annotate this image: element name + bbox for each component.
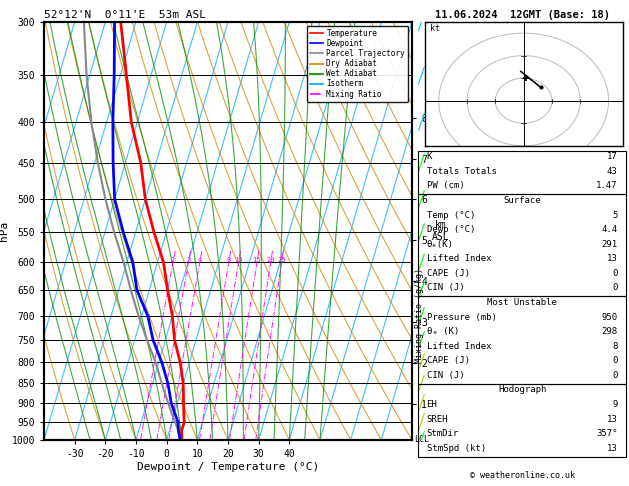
Text: 13: 13 bbox=[607, 415, 618, 424]
Text: Hodograph: Hodograph bbox=[498, 385, 546, 395]
Text: 1.47: 1.47 bbox=[596, 181, 618, 191]
Text: 4.4: 4.4 bbox=[601, 225, 618, 234]
Text: 4: 4 bbox=[198, 257, 202, 263]
Text: 15: 15 bbox=[253, 257, 261, 263]
Text: 357°: 357° bbox=[596, 429, 618, 438]
Text: 17: 17 bbox=[607, 152, 618, 161]
Text: CAPE (J): CAPE (J) bbox=[426, 356, 470, 365]
Text: 0: 0 bbox=[612, 356, 618, 365]
Text: 20: 20 bbox=[266, 257, 275, 263]
Text: 950: 950 bbox=[601, 312, 618, 322]
Text: Mixing Ratio (g/kg): Mixing Ratio (g/kg) bbox=[415, 268, 424, 364]
Text: PW (cm): PW (cm) bbox=[426, 181, 464, 191]
Text: Surface: Surface bbox=[503, 196, 541, 205]
Text: Most Unstable: Most Unstable bbox=[487, 298, 557, 307]
Text: 2: 2 bbox=[170, 257, 175, 263]
Bar bbox=[418, 296, 626, 384]
Text: © weatheronline.co.uk: © weatheronline.co.uk bbox=[470, 471, 574, 480]
Text: 13: 13 bbox=[607, 254, 618, 263]
Text: 25: 25 bbox=[277, 257, 286, 263]
Text: 52°12'N  0°11'E  53m ASL: 52°12'N 0°11'E 53m ASL bbox=[44, 10, 206, 20]
Text: kt: kt bbox=[430, 24, 440, 33]
Text: EH: EH bbox=[426, 400, 437, 409]
X-axis label: Dewpoint / Temperature (°C): Dewpoint / Temperature (°C) bbox=[137, 462, 319, 471]
Text: 291: 291 bbox=[601, 240, 618, 249]
Text: 10: 10 bbox=[234, 257, 243, 263]
Text: 11.06.2024  12GMT (Base: 18): 11.06.2024 12GMT (Base: 18) bbox=[435, 10, 610, 20]
Text: 13: 13 bbox=[607, 444, 618, 453]
Text: Totals Totals: Totals Totals bbox=[426, 167, 496, 176]
Text: 298: 298 bbox=[601, 327, 618, 336]
Text: LCL: LCL bbox=[414, 435, 429, 444]
Bar bbox=[418, 151, 626, 194]
Text: 0: 0 bbox=[612, 269, 618, 278]
Y-axis label: hPa: hPa bbox=[0, 221, 9, 241]
Text: CIN (J): CIN (J) bbox=[426, 371, 464, 380]
Text: Temp (°C): Temp (°C) bbox=[426, 210, 475, 220]
Text: θₑ (K): θₑ (K) bbox=[426, 327, 459, 336]
Text: 5: 5 bbox=[612, 210, 618, 220]
Bar bbox=[418, 194, 626, 296]
Text: CAPE (J): CAPE (J) bbox=[426, 269, 470, 278]
Text: 8: 8 bbox=[612, 342, 618, 351]
Text: StmSpd (kt): StmSpd (kt) bbox=[426, 444, 486, 453]
Text: Pressure (mb): Pressure (mb) bbox=[426, 312, 496, 322]
Text: Lifted Index: Lifted Index bbox=[426, 342, 491, 351]
Bar bbox=[418, 384, 626, 457]
Text: 0: 0 bbox=[612, 283, 618, 293]
Text: K: K bbox=[426, 152, 432, 161]
Text: Dewp (°C): Dewp (°C) bbox=[426, 225, 475, 234]
Legend: Temperature, Dewpoint, Parcel Trajectory, Dry Adiabat, Wet Adiabat, Isotherm, Mi: Temperature, Dewpoint, Parcel Trajectory… bbox=[306, 26, 408, 102]
Text: CIN (J): CIN (J) bbox=[426, 283, 464, 293]
Text: θₑ(K): θₑ(K) bbox=[426, 240, 454, 249]
Text: SREH: SREH bbox=[426, 415, 448, 424]
Text: 9: 9 bbox=[612, 400, 618, 409]
Y-axis label: km
ASL: km ASL bbox=[432, 220, 450, 242]
Text: Lifted Index: Lifted Index bbox=[426, 254, 491, 263]
Text: 0: 0 bbox=[612, 371, 618, 380]
Text: 8: 8 bbox=[226, 257, 231, 263]
Text: StmDir: StmDir bbox=[426, 429, 459, 438]
Text: 43: 43 bbox=[607, 167, 618, 176]
Text: 3: 3 bbox=[186, 257, 191, 263]
